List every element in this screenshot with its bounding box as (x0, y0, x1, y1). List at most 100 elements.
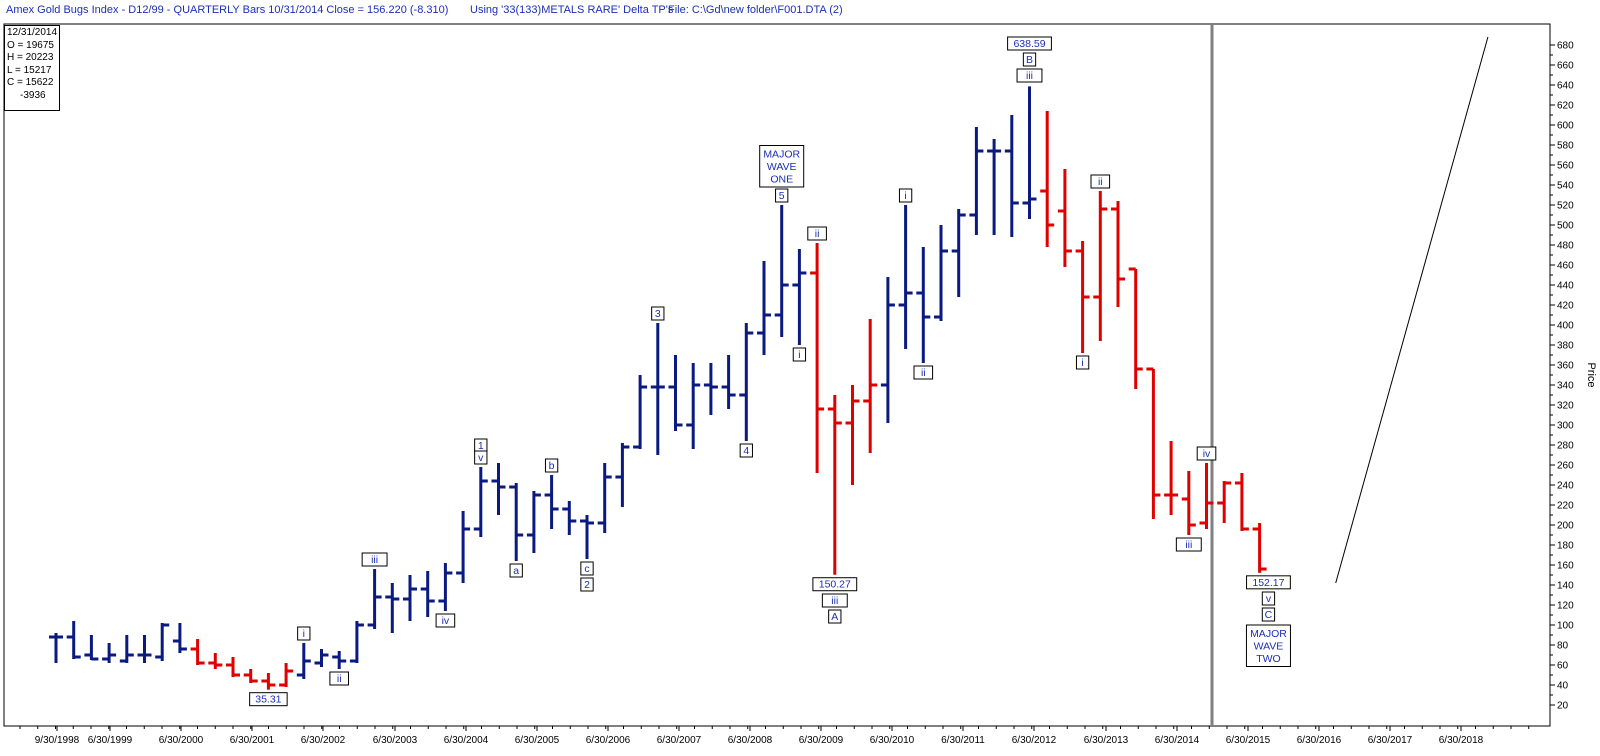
wave-label-box (1075, 355, 1090, 370)
ohlc-bar (332, 651, 347, 669)
major-wave-line: WAVE (1254, 641, 1284, 653)
wave-label: a (509, 563, 523, 578)
ohlc-bar (987, 139, 1002, 235)
wave-label: 150.27 (812, 577, 858, 592)
wave-label-text: 35.31 (255, 694, 281, 706)
major-wave-box (759, 145, 805, 188)
ohlc-date: 12/31/2014 (7, 27, 58, 38)
y-tick-label: 260 (1557, 461, 1574, 472)
ohlc-bar (473, 467, 488, 537)
ohlc-bar (1075, 241, 1090, 353)
ohlc-bar (509, 483, 524, 561)
wave-label: b (544, 458, 559, 473)
y-tick-label: 40 (1557, 681, 1569, 692)
wave-label-box (544, 458, 559, 473)
projection-layer (1335, 36, 1489, 584)
ohlc-bar (757, 261, 771, 355)
x-tick-label: 6/30/2003 (373, 735, 418, 746)
wave-label: ii (807, 226, 827, 241)
ohlc-bar (951, 209, 966, 297)
wave-label-text: v (478, 452, 484, 464)
wave-label-text: i (904, 190, 906, 202)
wave-label-text: B (1026, 54, 1033, 66)
y-tick-label: 200 (1557, 521, 1574, 532)
y-tick-label: 440 (1557, 281, 1574, 292)
wave-label-text: c (584, 563, 589, 575)
ohlc-change: -3936 (20, 89, 46, 101)
y-tick-label: 280 (1557, 441, 1574, 452)
wave-label: v (1261, 591, 1276, 606)
ohlc-bar (650, 323, 665, 455)
ohlc-bar (739, 323, 754, 441)
y-axis-label: Price (1585, 362, 1597, 387)
bars-layer (49, 86, 1267, 690)
ohlc-bar (137, 635, 152, 663)
using-label: Using '33(133)METALS RARE' Delta TP's (470, 4, 674, 16)
wave-label: B (1022, 52, 1037, 67)
x-tick-label: 6/30/2018 (1439, 735, 1484, 746)
ohlc-bar (226, 657, 240, 677)
ohlc-bar (385, 583, 400, 633)
plot-frame (3, 23, 1551, 727)
x-tick-label: 6/30/2013 (1084, 735, 1129, 746)
major-wave-line: TWO (1256, 653, 1281, 665)
chart-header: Amex Gold Bugs Index - D12/99 - QUARTERL… (0, 0, 1600, 24)
wave-label-text: iii (831, 595, 838, 607)
major-wave-box (1245, 624, 1291, 667)
y-tick-label: 520 (1557, 201, 1574, 212)
ohlc-bar (615, 443, 630, 507)
wave-label-box (812, 577, 858, 592)
wave-label-box (775, 188, 789, 203)
wave-label-box (828, 609, 842, 624)
wave-label-box (1261, 607, 1276, 622)
y-tick-label: 320 (1557, 401, 1574, 412)
x-tick-label: 6/30/2008 (728, 735, 773, 746)
wave-label-text: iii (371, 554, 378, 566)
wave-label: i (898, 188, 913, 203)
ohlc-close: C = 15622 (7, 77, 54, 89)
ohlc-open: O = 19675 (7, 39, 54, 51)
ohlc-bar (1040, 111, 1055, 247)
ohlc-bar (84, 635, 99, 661)
wave-label: iii (361, 552, 388, 567)
wave-label-box (435, 613, 456, 628)
wave-label: 2 (580, 577, 594, 592)
ohlc-bar (1217, 481, 1232, 523)
y-tick-label: 420 (1557, 301, 1574, 312)
ohlc-bar (243, 669, 258, 683)
ohlc-bar (456, 511, 471, 583)
ohlc-bar (562, 501, 577, 535)
ohlc-bar (580, 515, 594, 559)
wave-label-text: v (1266, 593, 1272, 605)
annotations-layer: 35.31iiiiiiiv1vabc2345iii150.27iiiAiii63… (249, 36, 1291, 707)
wave-label-box (739, 443, 753, 458)
ohlc-bar (102, 643, 117, 663)
wave-label-box (898, 188, 913, 203)
wave-label-box (474, 450, 488, 465)
wave-label-box (580, 577, 594, 592)
x-tick-label: 6/30/2011 (941, 735, 985, 746)
y-tick-label: 540 (1557, 181, 1574, 192)
y-axis: 20 40 60 80 100 120 140 160 180 200 220 240 260 280 30… (1550, 41, 1574, 712)
ohlc-bar (1093, 191, 1108, 341)
ohlc-bar (810, 243, 825, 473)
wave-label-text: ii (337, 673, 342, 685)
wave-label: 5 (775, 188, 789, 203)
wave-label: iii (821, 593, 848, 608)
ohlc-bar (1111, 201, 1125, 307)
wave-label: i (297, 626, 311, 641)
x-tick-label: 6/30/2007 (657, 735, 702, 746)
wave-label: v (474, 450, 488, 465)
y-tick-label: 360 (1557, 361, 1574, 372)
wave-label-text: C (1265, 609, 1273, 621)
y-tick-label: 180 (1557, 541, 1574, 552)
x-tick-label: 6/30/2000 (159, 735, 204, 746)
ohlc-bar (721, 355, 736, 409)
wave-label-text: 4 (743, 445, 749, 457)
wave-label: ii (329, 671, 349, 686)
wave-label: A (828, 609, 842, 624)
wave-label-box (1261, 591, 1276, 606)
ohlc-bar (1181, 471, 1196, 535)
